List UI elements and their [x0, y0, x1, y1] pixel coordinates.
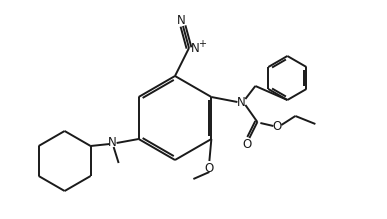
Text: N: N [237, 95, 246, 108]
Text: O: O [205, 161, 214, 175]
Text: N: N [191, 42, 200, 55]
Text: +: + [198, 39, 206, 49]
Text: O: O [243, 138, 252, 152]
Text: O: O [273, 120, 282, 132]
Text: N: N [176, 14, 185, 28]
Text: N: N [108, 136, 117, 150]
